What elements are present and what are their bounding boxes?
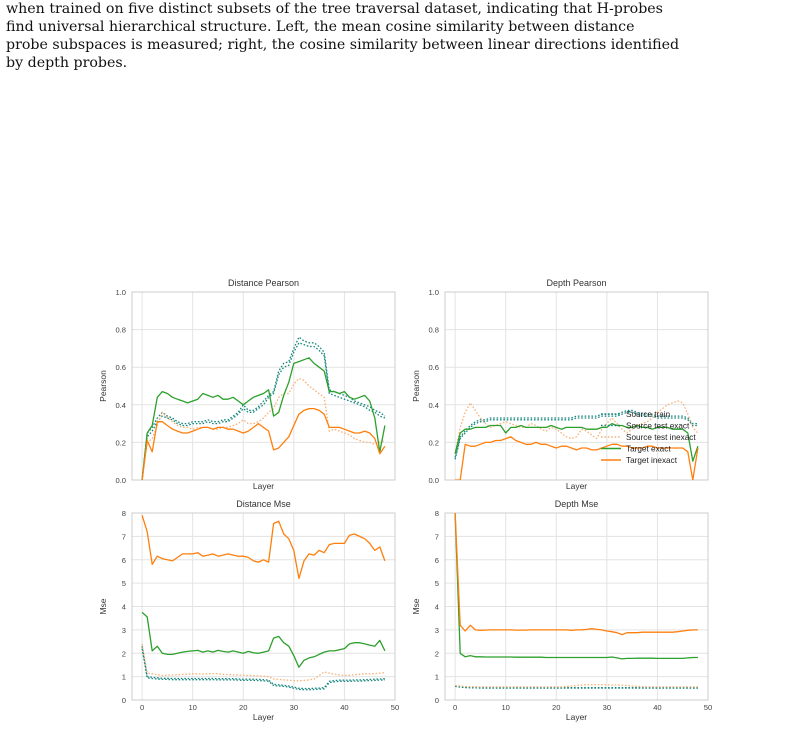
x-axis-label: Layer <box>253 712 274 722</box>
y-tick-label: 1.0 <box>115 288 126 297</box>
y-axis-label: Mse <box>98 598 108 614</box>
plot-frame <box>131 512 396 701</box>
x-tick-label: 10 <box>501 703 509 712</box>
y-tick-label: 2 <box>435 649 439 658</box>
y-axis-label: Pearson <box>411 370 421 402</box>
y-tick-label: 0.4 <box>428 401 439 410</box>
legend-label: Target exact <box>626 445 671 454</box>
series-line <box>454 400 699 454</box>
y-tick-label: 6 <box>435 556 439 565</box>
chart-title: Depth Pearson <box>546 278 606 288</box>
y-axis-label: Mse <box>411 598 421 614</box>
x-tick-label: 30 <box>290 703 298 712</box>
y-tick-label: 0.2 <box>428 438 439 447</box>
y-tick-label: 8 <box>122 509 126 518</box>
x-tick-label: 50 <box>391 703 399 712</box>
y-tick-label: 2 <box>122 649 126 658</box>
x-tick-label: 10 <box>188 703 196 712</box>
x-tick-label: 20 <box>239 703 247 712</box>
chart-title: Distance Pearson <box>228 278 299 288</box>
series-line <box>141 407 386 480</box>
caption-line: probe subspaces is measured; right, the … <box>6 37 680 53</box>
y-tick-label: 6 <box>122 556 126 565</box>
legend-label: Source train <box>626 410 671 419</box>
x-tick-label: 50 <box>704 703 712 712</box>
x-tick-label: 40 <box>340 703 348 712</box>
y-tick-label: 0 <box>122 696 126 705</box>
caption-line: by depth probes. <box>6 55 128 71</box>
x-tick-label: 0 <box>453 703 457 712</box>
series-line <box>454 512 698 636</box>
y-tick-label: 3 <box>435 626 439 635</box>
y-tick-label: 8 <box>435 509 439 518</box>
x-axis-label: Layer <box>566 712 587 722</box>
x-tick-label: 20 <box>552 703 560 712</box>
y-tick-label: 5 <box>435 579 439 588</box>
caption-line: find universal hierarchical structure. L… <box>6 19 635 35</box>
y-tick-label: 1 <box>122 673 126 682</box>
series-line <box>141 611 386 668</box>
legend-label: Source test inexact <box>626 433 696 442</box>
series-line <box>141 648 385 691</box>
series-line <box>455 685 698 689</box>
series-line <box>454 409 698 458</box>
figure-caption: when trained on five distinct subsets of… <box>6 0 796 72</box>
chart-panel: Depth Mse 0 1 2 3 4 5 6 7 8 0 10 20 30 40 50 Layer Mse <box>411 499 712 722</box>
y-tick-label: 0.2 <box>115 438 126 447</box>
y-tick-label: 4 <box>122 603 126 612</box>
series-line <box>141 342 386 480</box>
y-tick-label: 0.0 <box>115 476 126 485</box>
series-line <box>141 643 385 682</box>
series-line <box>455 685 698 689</box>
x-tick-label: 30 <box>603 703 611 712</box>
chart-title: Depth Mse <box>555 499 599 509</box>
series-line <box>141 646 385 690</box>
series-line <box>141 357 386 480</box>
y-tick-label: 0.8 <box>115 326 126 335</box>
series-line <box>141 515 386 580</box>
legend-label: Source test exact <box>626 422 690 431</box>
x-tick-label: 40 <box>653 703 661 712</box>
y-tick-label: 0.6 <box>428 363 439 372</box>
plot-frame <box>444 512 709 701</box>
series-line <box>454 512 698 660</box>
probe-metrics-figure: Distance Pearson 0.0 0.2 0.4 0.6 0.8 1.0 Layer P… <box>98 278 712 722</box>
chart-title: Distance Mse <box>236 499 291 509</box>
x-axis-label: Layer <box>566 481 587 491</box>
chart-panel: Depth Pearson 0.0 0.2 0.4 0.6 0.8 1.0 Layer Pear… <box>411 278 709 491</box>
x-axis-label: Layer <box>253 481 274 491</box>
legend-label: Target inexact <box>626 456 678 465</box>
series-line <box>455 436 699 480</box>
y-tick-label: 1 <box>435 673 439 682</box>
y-tick-label: 7 <box>122 532 126 541</box>
y-tick-label: 0.6 <box>115 363 126 372</box>
y-tick-label: 4 <box>435 603 439 612</box>
series-line <box>455 683 698 688</box>
y-tick-label: 1.0 <box>428 288 439 297</box>
y-tick-label: 0.4 <box>115 401 126 410</box>
series-line <box>454 411 698 460</box>
y-axis-label: Pearson <box>98 370 108 402</box>
plot-frame <box>444 291 709 481</box>
chart-panel: Distance Mse 0 1 2 3 4 5 6 7 8 0 10 20 30 40 50 Layer Mse <box>98 499 399 722</box>
y-tick-label: 0 <box>435 696 439 705</box>
chart-panel: Distance Pearson 0.0 0.2 0.4 0.6 0.8 1.0 Layer P… <box>98 278 396 491</box>
x-tick-label: 0 <box>140 703 144 712</box>
y-tick-label: 7 <box>435 532 439 541</box>
y-tick-label: 0.0 <box>428 476 439 485</box>
y-tick-label: 3 <box>122 626 126 635</box>
y-tick-label: 5 <box>122 579 126 588</box>
plot-frame <box>131 291 396 481</box>
series-line <box>454 422 699 462</box>
caption-line: when trained on five distinct subsets of… <box>6 1 663 17</box>
legend: Source train Source test exact Source test… <box>601 410 696 465</box>
y-tick-label: 0.8 <box>428 326 439 335</box>
series-line <box>141 377 386 480</box>
series-line <box>141 336 386 480</box>
